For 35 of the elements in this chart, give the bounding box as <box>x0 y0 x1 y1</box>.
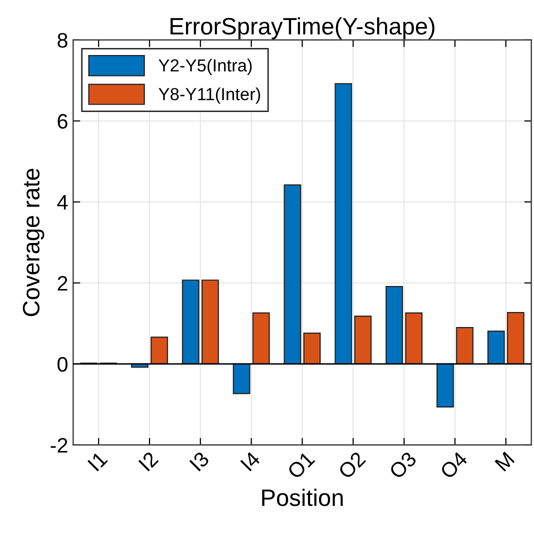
bar <box>252 312 270 365</box>
bar <box>487 330 505 365</box>
x-axis-title: Position <box>262 488 343 506</box>
y-tick-label: 6 <box>58 114 68 129</box>
bar <box>456 326 474 365</box>
bar <box>182 280 200 365</box>
x-tick-label: I3 <box>189 450 210 472</box>
bar <box>232 363 250 394</box>
bar <box>506 312 524 365</box>
bar <box>334 83 352 365</box>
bar <box>405 312 423 365</box>
legend-label: Y2-Y5(Intra) <box>158 58 252 75</box>
bar <box>436 363 454 408</box>
x-tick-label: M <box>494 452 515 472</box>
chart-title: ErrorSprayTime(Y-shape) <box>170 17 434 40</box>
x-tick-label: O1 <box>286 450 316 480</box>
bar <box>303 332 321 365</box>
bar <box>202 280 219 365</box>
x-tick-label: I1 <box>88 451 108 472</box>
x-tick-label: I4 <box>240 450 261 472</box>
bar <box>284 184 302 365</box>
bar <box>354 316 372 365</box>
x-tick-label: O2 <box>338 450 366 480</box>
y-tick-label: 0 <box>58 356 68 372</box>
y-axis-title: Coverage rate <box>22 168 44 316</box>
bar <box>386 286 403 365</box>
x-tick-label: O3 <box>388 450 418 480</box>
y-tick-label: 8 <box>58 32 68 48</box>
y-tick-label: -2 <box>50 438 68 453</box>
y-tick-label: 2 <box>58 276 68 291</box>
y-tick-label: 4 <box>57 195 68 210</box>
bar <box>150 336 168 365</box>
legend-label: Y8-Y11(Inter) <box>158 88 260 104</box>
x-tick-label: O4 <box>439 450 468 480</box>
x-tick-label: I2 <box>138 450 159 472</box>
